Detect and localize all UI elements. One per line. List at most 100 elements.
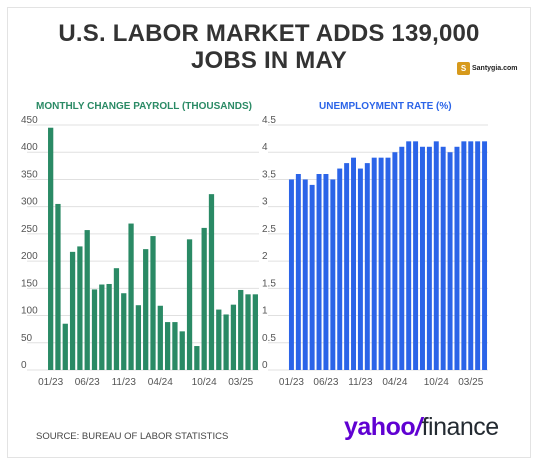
payroll-bar <box>55 203 61 370</box>
payroll-bar <box>164 322 171 370</box>
payroll-bar <box>223 314 229 370</box>
unemployment-bar <box>364 163 370 370</box>
logo-yahoo: yahoo <box>344 413 416 441</box>
unemployment-x-tick-label: 01/23 <box>279 377 304 388</box>
unemployment-bar <box>378 157 384 370</box>
payroll-bar <box>62 323 68 370</box>
unemployment-bar <box>433 141 439 370</box>
payroll-bar <box>216 309 222 370</box>
unemployment-bar <box>337 168 343 370</box>
unemployment-y-tick-label: 1 <box>262 306 268 317</box>
logo-finance: finance <box>421 413 500 441</box>
payroll-bar <box>157 305 163 370</box>
unemployment-bar <box>330 179 336 370</box>
unemployment-y-tick-label: 2.5 <box>262 224 276 235</box>
unemployment-bar <box>288 179 294 370</box>
unemployment-y-tick-label: 4.5 <box>262 115 276 126</box>
headline-line-1: U.S. LABOR MARKET ADDS 139,000 <box>58 20 480 47</box>
unemployment-bar <box>426 146 432 370</box>
unemployment-bar <box>392 152 398 370</box>
unemployment-y-tick-label: 3.5 <box>262 169 276 180</box>
payroll-bar <box>245 294 251 370</box>
unemployment-y-tick-label: 1.5 <box>262 278 276 289</box>
unemployment-bar <box>302 179 308 370</box>
payroll-bar <box>106 283 112 370</box>
payroll-bar <box>150 236 156 370</box>
payroll-bar <box>84 230 90 370</box>
payroll-x-tick-label: 04/24 <box>148 377 173 388</box>
unemployment-bar <box>461 141 467 370</box>
payroll-y-tick-label: 400 <box>21 142 38 153</box>
unemployment-bar <box>406 141 412 370</box>
payroll-chart-title: MONTHLY CHANGE PAYROLL (THOUSANDS) <box>36 101 252 112</box>
payroll-bar <box>208 194 215 370</box>
unemployment-bar <box>371 157 377 370</box>
payroll-y-tick-label: 200 <box>21 251 38 262</box>
payroll-y-tick-label: 50 <box>21 333 33 344</box>
payroll-bar <box>179 331 185 370</box>
unemployment-x-tick-label: 04/24 <box>382 377 407 388</box>
unemployment-x-tick-label: 06/23 <box>313 377 338 388</box>
payroll-bar <box>172 322 178 370</box>
headline-line-2: JOBS IN MAY <box>190 47 348 74</box>
payroll-y-tick-label: 300 <box>21 197 38 208</box>
unemployment-bar <box>323 174 329 370</box>
payroll-bar <box>48 127 54 370</box>
payroll-bar <box>201 227 207 370</box>
unemployment-bar <box>399 146 405 370</box>
yahoo-finance-logo: yahoo/finance <box>344 413 499 442</box>
payroll-y-tick-label: 150 <box>21 278 38 289</box>
payroll-x-tick-label: 06/23 <box>75 377 100 388</box>
unemployment-chart-title: UNEMPLOYMENT RATE (%) <box>319 101 452 112</box>
payroll-y-tick-label: 100 <box>21 306 38 317</box>
payroll-bar <box>91 289 98 370</box>
unemployment-y-tick-label: 2 <box>262 251 268 262</box>
payroll-bar <box>143 249 149 370</box>
unemployment-y-tick-label: 3 <box>262 197 268 208</box>
unemployment-bar <box>475 141 481 370</box>
unemployment-bar <box>468 141 474 370</box>
unemployment-y-tick-label: 4 <box>262 142 268 153</box>
unemployment-bar <box>309 184 315 370</box>
unemployment-bar <box>420 146 425 370</box>
payroll-bar <box>113 268 120 370</box>
unemployment-x-tick-label: 11/23 <box>348 377 373 388</box>
payroll-bar <box>69 251 76 370</box>
payroll-x-tick-label: 01/23 <box>38 377 63 388</box>
unemployment-y-tick-label: 0 <box>262 360 268 371</box>
unemployment-bar <box>447 152 453 370</box>
unemployment-bar <box>357 168 363 370</box>
unemployment-bar <box>413 141 419 370</box>
watermark-logo-icon: S <box>457 62 470 75</box>
logo-slash: / <box>415 413 422 441</box>
payroll-y-tick-label: 350 <box>21 169 38 180</box>
unemployment-bar <box>351 157 356 370</box>
unemployment-x-tick-label: 03/25 <box>458 377 483 388</box>
unemployment-y-tick-label: 0.5 <box>262 333 276 344</box>
payroll-bar <box>238 289 244 370</box>
payroll-bar <box>99 284 105 370</box>
unemployment-bar <box>385 157 391 370</box>
payroll-bar <box>194 346 200 370</box>
unemployment-bar <box>440 146 446 370</box>
watermark: S Santygia.com <box>457 62 518 75</box>
payroll-bar <box>135 305 142 370</box>
unemployment-bar <box>344 163 350 370</box>
headline: U.S. LABOR MARKET ADDS 139,000 JOBS IN M… <box>0 20 538 74</box>
payroll-bar <box>230 304 237 370</box>
payroll-y-tick-label: 450 <box>21 115 38 126</box>
unemployment-bar <box>454 146 460 370</box>
payroll-x-tick-label: 11/23 <box>112 377 137 388</box>
payroll-bar <box>128 223 134 370</box>
payroll-y-tick-label: 0 <box>21 360 27 371</box>
unemployment-bar <box>316 174 322 370</box>
watermark-text: Santygia.com <box>472 65 518 72</box>
unemployment-x-tick-label: 10/24 <box>424 377 449 388</box>
payroll-bar <box>77 246 83 370</box>
unemployment-bar <box>482 141 488 370</box>
source-note: SOURCE: BUREAU OF LABOR STATISTICS <box>36 431 229 442</box>
payroll-bar <box>121 293 127 370</box>
payroll-bar <box>186 239 193 370</box>
payroll-bar <box>252 294 258 370</box>
